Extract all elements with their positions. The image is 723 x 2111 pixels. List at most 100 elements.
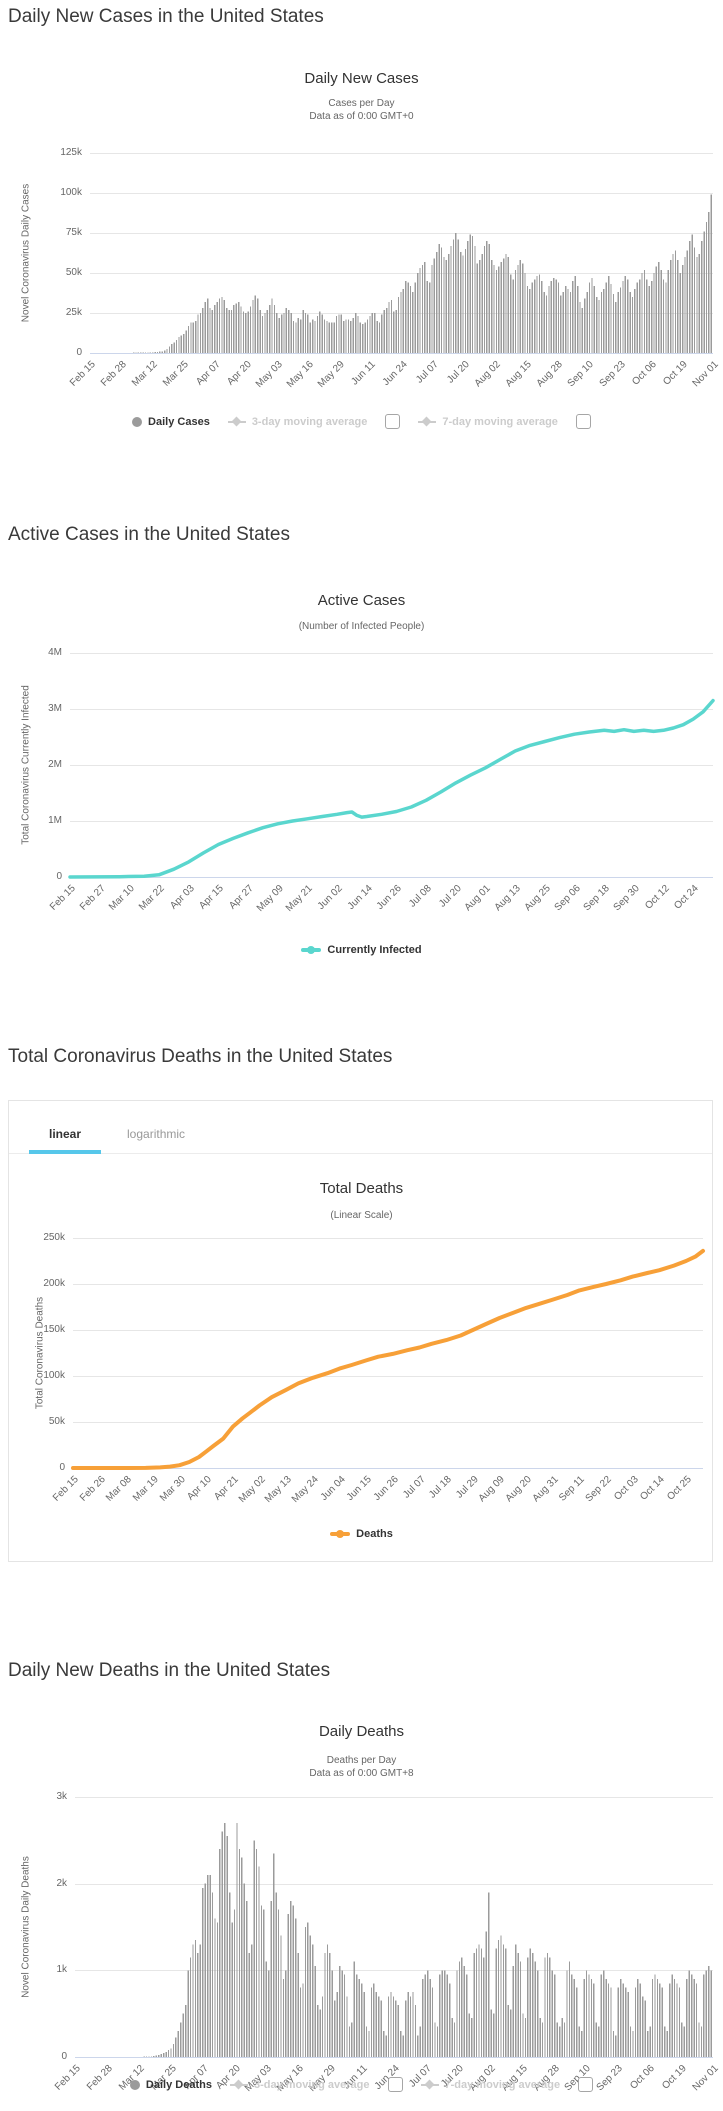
x-tick-label: Jul 08 — [407, 883, 434, 910]
chart-subtitle-data-as-of: Data as of 0:00 GMT+0 — [309, 111, 414, 122]
legend-item-3-day-moving-average[interactable]: 3-day moving average — [229, 2078, 370, 2091]
y-tick-label: 3k — [56, 1791, 67, 1802]
x-tick-label: Aug 02 — [472, 359, 503, 390]
gridline — [90, 233, 713, 234]
gridline — [75, 1797, 713, 1798]
daily-deaths-legend: Daily Deaths 3-day moving average 7-day mo… — [0, 2077, 723, 2092]
x-tick-label: Jul 20 — [444, 359, 472, 386]
gridline — [90, 193, 713, 194]
total-deaths-legend: Deaths — [0, 1528, 723, 1540]
gridline — [73, 1330, 703, 1331]
moving-average-icon — [420, 2079, 439, 2090]
moving-average-icon — [227, 416, 246, 427]
x-tick-label: Apr 15 — [197, 883, 227, 912]
legend-label: 3-day moving average — [253, 2078, 370, 2091]
x-tick-label: Jun 02 — [315, 883, 345, 913]
x-tick-label: Jul 20 — [436, 883, 464, 910]
gridline — [73, 1422, 703, 1423]
series-dot-icon — [129, 2079, 140, 2090]
legend-label: 7-day moving average — [442, 415, 558, 428]
x-tick-label: Nov 01 — [690, 359, 721, 390]
x-tick-label: Aug 28 — [534, 359, 566, 390]
tab-linear[interactable]: linear — [29, 1121, 102, 1154]
legend-item-currently-infected[interactable]: Currently Infected — [301, 944, 422, 956]
moving-average-icon — [229, 2079, 248, 2090]
daily-deaths-bars — [143, 1823, 712, 2057]
avg-diamond — [233, 2079, 244, 2089]
chart-title-total-deaths: Total Deaths — [319, 1180, 404, 1197]
y-tick-label: 25k — [65, 307, 82, 318]
active-cases-line — [68, 698, 715, 879]
3-day-moving-average-checkbox[interactable] — [387, 2077, 403, 2092]
gridline — [73, 1238, 703, 1239]
x-tick-label: Oct 12 — [642, 883, 672, 912]
series-dot-icon — [132, 416, 143, 427]
legend-item-7-day-moving-average[interactable]: 7-day moving average — [420, 2078, 561, 2091]
x-axis-line — [75, 2057, 713, 2058]
legend-item-3-day-moving-average[interactable]: 3-day moving average — [227, 415, 368, 428]
x-tick-label: Feb 15 — [47, 883, 78, 913]
x-tick-label: May 09 — [254, 883, 286, 914]
y-tick-label: 50k — [65, 267, 82, 278]
avg-diamond — [424, 2079, 434, 2089]
x-tick-label: Apr 27 — [227, 883, 256, 912]
y-tick-label: 0 — [56, 871, 62, 882]
section-heading-daily-new-deaths: Daily New Deaths in the United States — [8, 1660, 331, 1681]
total-deaths-panel: linear logarithmic — [8, 1100, 713, 1562]
x-tick-label: Aug 25 — [522, 883, 553, 914]
avg-diamond — [231, 416, 242, 426]
chart-subtitle-cases-per-day: Cases per Day — [328, 98, 395, 109]
y-tick-label: 250k — [43, 1232, 65, 1243]
legend-label: 3-day moving average — [251, 415, 368, 428]
chart-subtitle-deaths-data-as-of: Data as of 0:00 GMT+8 — [309, 1768, 414, 1779]
active-cases-legend: Currently Infected — [0, 944, 723, 956]
legend-label: Deaths — [356, 1528, 393, 1540]
chart-subtitle-deaths-per-day: Deaths per Day — [326, 1755, 397, 1766]
x-tick-label: Apr 03 — [167, 883, 197, 912]
x-tick-label: Feb 28 — [99, 359, 129, 389]
daily-new-cases-bars — [132, 194, 712, 353]
section-heading-active-cases: Active Cases in the United States — [8, 524, 290, 545]
daily-new-cases-series — [132, 194, 712, 353]
series-line-dot — [307, 946, 316, 954]
gridline — [70, 765, 713, 766]
scale-tabs: linear logarithmic — [9, 1101, 712, 1154]
x-tick-label: Feb 27 — [77, 883, 108, 913]
y-tick-label: 2M — [48, 759, 62, 770]
series-line-icon — [330, 1529, 351, 1539]
x-tick-label: Jun 24 — [380, 359, 410, 389]
gridline — [70, 821, 713, 822]
legend-item-daily-deaths[interactable]: Daily Deaths — [129, 2079, 212, 2091]
y-tick-label: 1k — [56, 1964, 67, 1976]
y-tick-label: 50k — [48, 1416, 65, 1427]
section-heading-total-deaths: Total Coronavirus Deaths in the United S… — [8, 1046, 393, 1067]
total-deaths-series — [71, 1248, 705, 1470]
7-day-moving-average-checkbox[interactable] — [578, 2077, 594, 2092]
x-tick-label: Jun 14 — [345, 883, 375, 913]
legend-item-7-day-moving-average[interactable]: 7-day moving average — [418, 416, 558, 428]
legend-label: Currently Infected — [327, 944, 422, 956]
x-tick-label: Mar 22 — [137, 883, 167, 913]
3-day-moving-average-checkbox[interactable] — [385, 414, 401, 429]
gridline — [73, 1376, 703, 1377]
x-tick-label: May 16 — [284, 359, 316, 390]
legend-item-deaths[interactable]: Deaths — [330, 1528, 393, 1540]
chart-subtitle-linear-scale: (Linear Scale) — [330, 1210, 393, 1221]
tab-logarithmic[interactable]: logarithmic — [127, 1127, 186, 1141]
y-tick-label: 150k — [43, 1324, 65, 1335]
total-deaths-line — [71, 1248, 705, 1470]
x-tick-label: May 21 — [284, 883, 316, 914]
x-axis-line — [70, 877, 713, 878]
x-axis-line — [73, 1468, 703, 1469]
y-tick-label: 3M — [48, 703, 62, 714]
legend-item-daily-cases[interactable]: Daily Cases — [132, 416, 210, 428]
7-day-moving-average-checkbox[interactable] — [575, 414, 591, 429]
chart-title-active-cases: Active Cases — [317, 592, 406, 609]
y-axis-title: Novel Coronavirus Daily Deaths — [20, 1856, 32, 1998]
series-line-icon — [301, 945, 322, 955]
legend-label: 7-day moving average — [444, 2078, 561, 2091]
